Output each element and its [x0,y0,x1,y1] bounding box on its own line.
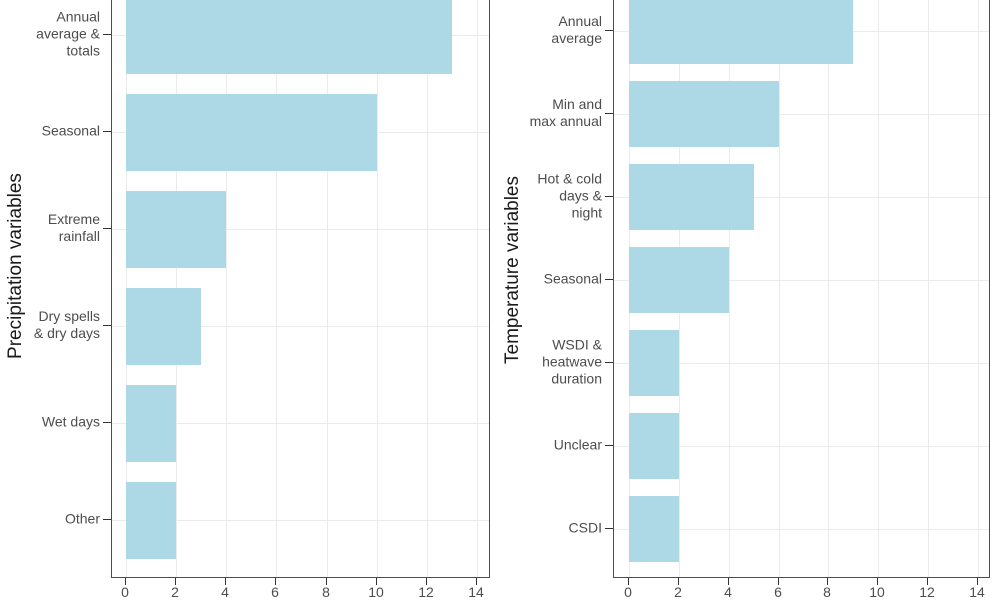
y-axis-tick [605,30,613,31]
plot-panel [111,0,490,578]
category-label: Annual average & totals [36,8,100,59]
gridline-horizontal [112,229,489,230]
gridline-vertical [327,0,328,577]
x-axis-tick-label: 14 [468,584,484,600]
x-axis-tick-label: 0 [121,584,129,600]
category-label: Extreme rainfall [47,211,100,244]
y-axis-tick [103,131,111,132]
bar [629,247,729,313]
gridline-vertical [427,0,428,577]
y-axis-tick [103,228,111,229]
category-label: CSDI [568,519,602,536]
category-label: Dry spells & dry days [33,308,100,341]
gridline-horizontal [614,114,989,115]
y-axis-tick [103,422,111,423]
bar [629,413,679,479]
x-axis-tick [376,578,377,585]
bar [126,94,377,171]
x-axis-tick [827,578,828,585]
x-axis-tick [175,578,176,585]
y-axis-tick [605,362,613,363]
x-axis-tick [476,578,477,585]
y-axis-tick [103,325,111,326]
x-axis-tick [125,578,126,585]
y-axis-tick [605,528,613,529]
category-label: Annual average [551,13,602,46]
x-axis-tick-label: 8 [322,584,330,600]
x-axis-tick [877,578,878,585]
x-axis-tick-label: 4 [724,584,732,600]
x-axis-tick-label: 8 [823,584,831,600]
gridline-vertical [226,0,227,577]
x-axis-tick [678,578,679,585]
x-axis-tick-label: 4 [221,584,229,600]
category-label: Seasonal [543,270,602,287]
x-axis-tick [728,578,729,585]
gridline-horizontal [614,529,989,530]
gridline-horizontal [614,197,989,198]
gridline-vertical [878,0,879,577]
gridline-vertical [729,0,730,577]
gridline-vertical [276,0,277,577]
gridline-horizontal [614,280,989,281]
x-axis-tick-label: 10 [869,584,885,600]
x-axis-tick [426,578,427,585]
x-axis-tick-label: 10 [368,584,384,600]
category-label: Wet days [41,413,100,430]
bar [629,164,754,230]
plot-panel [613,0,990,578]
bar [629,496,679,562]
gridline-horizontal [112,423,489,424]
bar [126,385,176,462]
y-axis-tick [605,445,613,446]
x-axis-tick [977,578,978,585]
x-axis-tick [225,578,226,585]
x-axis-tick-label: 6 [271,584,279,600]
gridline-horizontal [614,446,989,447]
bar [629,0,853,64]
category-label: Other [64,510,100,527]
bar [126,191,226,268]
bar [126,0,452,74]
gridline-horizontal [112,326,489,327]
category-label: WSDI & heatwave duration [542,336,602,387]
x-axis-tick-label: 12 [919,584,935,600]
gridline-vertical [779,0,780,577]
gridline-vertical [978,0,979,577]
x-axis-tick-label: 0 [624,584,632,600]
x-axis-tick [778,578,779,585]
x-axis-tick-label: 12 [418,584,434,600]
gridline-vertical [477,0,478,577]
y-axis-tick [103,519,111,520]
gridline-vertical [828,0,829,577]
y-axis-tick [605,113,613,114]
gridline-vertical [928,0,929,577]
x-axis-tick [628,578,629,585]
category-label: Unclear [553,436,602,453]
gridline-horizontal [112,520,489,521]
x-axis-tick [326,578,327,585]
y-axis-tick [103,34,111,35]
bar [629,81,779,147]
x-axis-tick-label: 2 [674,584,682,600]
gridline-vertical [377,0,378,577]
x-axis-tick-label: 6 [774,584,782,600]
x-axis-tick [275,578,276,585]
gridline-horizontal [614,363,989,364]
category-label: Seasonal [41,122,100,139]
category-label: Hot & cold days & night [537,170,602,221]
x-axis-tick-label: 14 [969,584,985,600]
x-axis-tick [927,578,928,585]
category-label: Min and max annual [529,96,602,129]
y-axis-tick [605,279,613,280]
bar [126,288,201,365]
y-axis-tick [605,196,613,197]
bar [126,482,176,559]
x-axis-tick-label: 2 [171,584,179,600]
bar [629,330,679,396]
